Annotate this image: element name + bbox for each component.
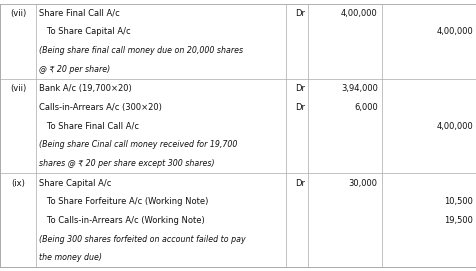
Text: @ ₹ 20 per share): @ ₹ 20 per share) [39, 65, 109, 74]
Text: (vii): (vii) [10, 9, 26, 18]
Text: Bank A/c (19,700×20): Bank A/c (19,700×20) [39, 85, 131, 93]
Text: Share Capital A/c: Share Capital A/c [39, 179, 111, 188]
Text: (Being 300 shares forfeited on account failed to pay: (Being 300 shares forfeited on account f… [39, 234, 245, 244]
Text: shares @ ₹ 20 per share except 300 shares): shares @ ₹ 20 per share except 300 share… [39, 159, 214, 168]
Text: 3,94,000: 3,94,000 [340, 85, 377, 93]
Text: 4,00,000: 4,00,000 [436, 27, 472, 37]
Text: 4,00,000: 4,00,000 [340, 9, 377, 18]
Text: 30,000: 30,000 [348, 179, 377, 188]
Text: Dr: Dr [295, 9, 305, 18]
Text: 10,500: 10,500 [443, 197, 472, 206]
Text: (Being share final call money due on 20,000 shares: (Being share final call money due on 20,… [39, 46, 242, 55]
Text: Calls-in-Arrears A/c (300×20): Calls-in-Arrears A/c (300×20) [39, 103, 161, 112]
Text: Dr: Dr [295, 103, 305, 112]
Text: To Share Forfeiture A/c (Working Note): To Share Forfeiture A/c (Working Note) [39, 197, 208, 206]
Text: (vii): (vii) [10, 85, 26, 93]
Text: (ix): (ix) [11, 179, 25, 188]
Text: To Calls-in-Arrears A/c (Working Note): To Calls-in-Arrears A/c (Working Note) [39, 216, 204, 225]
Text: Dr: Dr [295, 179, 305, 188]
Text: 19,500: 19,500 [443, 216, 472, 225]
Text: the money due): the money due) [39, 253, 101, 262]
Text: 4,00,000: 4,00,000 [436, 122, 472, 131]
Text: (Being share Cinal call money received for 19,700: (Being share Cinal call money received f… [39, 140, 237, 149]
Text: Dr: Dr [295, 85, 305, 93]
Text: 6,000: 6,000 [353, 103, 377, 112]
Text: To Share Capital A/c: To Share Capital A/c [39, 27, 130, 37]
Text: Share Final Call A/c: Share Final Call A/c [39, 9, 119, 18]
Text: To Share Final Call A/c: To Share Final Call A/c [39, 122, 139, 131]
